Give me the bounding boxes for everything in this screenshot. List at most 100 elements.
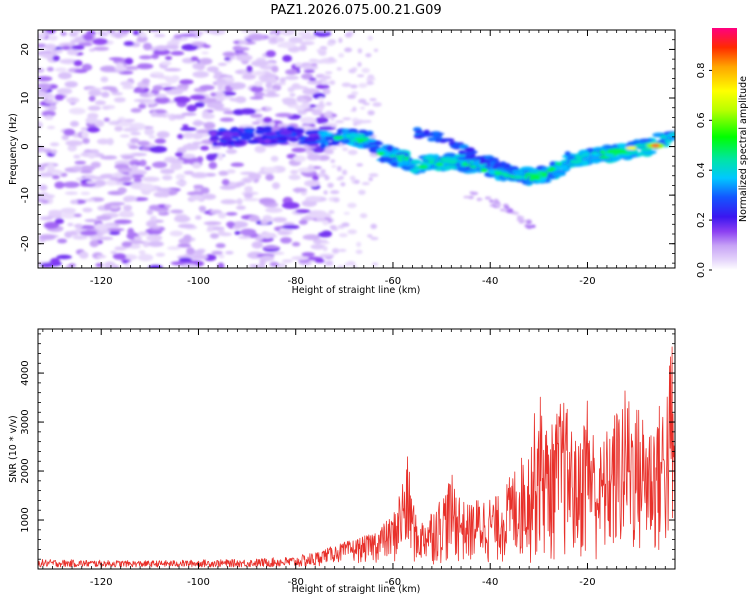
noise-blob [292, 187, 308, 193]
noise-blob [88, 90, 102, 97]
noise-blob [260, 79, 270, 83]
noise-blob [280, 237, 292, 244]
noise-blob [240, 228, 257, 236]
noise-blob [301, 102, 310, 109]
noise-blob [161, 61, 172, 66]
ridge-blob [660, 134, 667, 140]
noise-blob [38, 164, 45, 171]
noise-blob [269, 251, 285, 255]
noise-blob [301, 252, 315, 257]
noise-blob [165, 89, 183, 95]
noise-blob [225, 212, 238, 216]
branch-blob [496, 167, 505, 171]
x-tick-label: -100 [187, 577, 210, 588]
noise-blob [195, 62, 206, 71]
y-tick-label: 20 [20, 43, 31, 56]
noise-blob [156, 131, 170, 139]
ridge-blob [638, 138, 653, 142]
noise-blob [358, 98, 367, 104]
ridge-core [558, 165, 569, 170]
noise-blob [153, 191, 168, 198]
noise-blob [221, 179, 230, 186]
noise-blob [154, 96, 170, 104]
ridge-core [414, 165, 420, 170]
noise-blob [304, 180, 321, 187]
noise-blob [316, 217, 325, 222]
noise-blob [295, 209, 311, 214]
noise-blob [217, 62, 227, 66]
noise-blob [138, 32, 147, 38]
noise-blob [61, 134, 69, 141]
noise-blob [251, 121, 261, 125]
spectrogram-x-label: Height of straight line (km) [292, 285, 421, 296]
noise-blob [260, 255, 275, 262]
noise-blob [150, 111, 158, 117]
noise-blob [203, 44, 211, 49]
noise-blob [322, 220, 329, 226]
noise-blob [332, 248, 340, 254]
noise-blob [80, 191, 91, 196]
noise-blob [137, 140, 150, 146]
noise-blob [299, 44, 307, 52]
noise-blob [175, 152, 184, 157]
noise-blob [201, 51, 209, 55]
noise-blob [122, 85, 135, 90]
noise-blob [73, 60, 83, 67]
noise-blob [71, 45, 85, 50]
noise-blob [281, 224, 300, 230]
noise-blob [70, 120, 79, 127]
noise-blob [177, 84, 190, 89]
noise-blob [306, 153, 322, 161]
noise-blob [260, 219, 269, 225]
x-tick-label: -120 [90, 276, 113, 287]
noise-blob [135, 88, 145, 93]
ridge-blob [247, 139, 260, 144]
noise-blob [217, 229, 225, 235]
noise-blob [325, 102, 332, 106]
ridge-blob [520, 166, 534, 171]
noise-blob [137, 170, 148, 175]
noise-blob [103, 117, 110, 122]
noise-blob [114, 32, 124, 39]
noise-blob [64, 81, 78, 88]
noise-blob [138, 254, 154, 262]
noise-blob [152, 85, 163, 91]
noise-blob [283, 100, 297, 106]
noise-blob [274, 82, 286, 86]
noise-blob [373, 48, 379, 52]
snr-x-label: Height of straight line (km) [292, 584, 421, 595]
noise-blob [218, 212, 227, 219]
noise-blob [285, 69, 298, 75]
noise-blob [210, 233, 219, 239]
noise-blob [177, 134, 184, 139]
noise-blob [38, 52, 55, 58]
noise-blob [199, 84, 215, 91]
noise-blob [365, 77, 376, 81]
noise-blob [222, 51, 237, 57]
noise-blob [319, 78, 327, 82]
noise-blob [153, 235, 162, 241]
noise-blob [200, 187, 210, 194]
noise-blob [138, 55, 153, 60]
noise-blob [337, 265, 344, 268]
colorbar-tick-label: 0.8 [696, 62, 707, 78]
noise-blob [367, 35, 373, 41]
noise-blob [211, 250, 223, 255]
noise-blob [247, 33, 265, 41]
noise-blob [372, 102, 382, 107]
noise-blob [215, 96, 225, 102]
branch-blob [488, 157, 498, 163]
tail-blob [470, 191, 479, 196]
noise-blob [315, 84, 330, 90]
noise-blob [322, 246, 328, 252]
noise-blob [123, 204, 133, 211]
noise-blob [213, 91, 226, 98]
noise-blob [342, 169, 348, 176]
noise-blob [114, 66, 127, 71]
noise-blob [183, 234, 192, 241]
noise-blob [56, 88, 73, 95]
noise-blob [344, 47, 353, 53]
snr-x-ticks: -120 -100 -80 -60 -40 -20 [42, 329, 676, 588]
y-tick-label: 0 [20, 143, 31, 149]
ridge-blob [289, 136, 299, 143]
